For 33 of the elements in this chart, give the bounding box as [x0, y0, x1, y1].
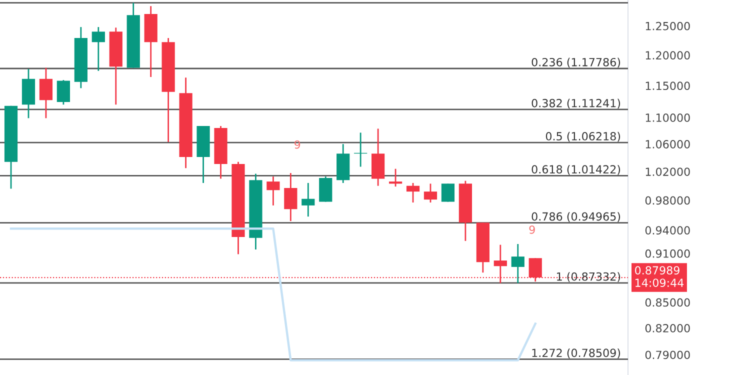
y-tick-label: 0.85000	[645, 298, 690, 307]
y-tick-label: 1.25000	[646, 22, 690, 30]
y-tick-label: 1.20000	[646, 51, 690, 60]
ref-line-label: 1.272 (0.78509)	[532, 348, 620, 358]
candlestick	[319, 176, 332, 202]
candlestick	[424, 182, 438, 204]
candlestick	[441, 182, 455, 202]
candlestick	[266, 176, 280, 206]
candlestick	[56, 79, 70, 106]
y-tick-label: 1.15000	[646, 82, 690, 90]
candlestick	[92, 26, 105, 72]
y-tick-label: 0.94000	[645, 226, 690, 235]
y-tick-label: 0.91000	[645, 249, 690, 258]
candlestick	[284, 172, 298, 222]
y-tick-label: 1.06000	[646, 140, 690, 148]
y-tick-label: 1.10000	[646, 113, 690, 122]
ref-line-label: 1 (0.87332)	[557, 272, 620, 282]
candlestick	[388, 168, 402, 188]
y-tick-label: 0.98000	[645, 196, 690, 205]
y-tick-label: 0.79000	[645, 350, 690, 360]
y-tick-label: 1.02000	[646, 168, 690, 176]
candlestick	[511, 243, 524, 284]
ref-line-label: 0.5 (1.06218)	[546, 132, 620, 142]
candlestick	[406, 182, 420, 204]
ref-line-label: 0.236 (1.17786)	[532, 58, 620, 68]
ref-line-label: 0.618 (1.01422)	[532, 164, 620, 175]
ref-line-label: 0.382 (1.11241)	[532, 98, 620, 109]
annotation: 9	[529, 225, 535, 234]
ref-line-label: 0.87989 14:09:44	[635, 266, 684, 287]
y-tick-label: 0.82000	[645, 324, 690, 332]
candlestick	[39, 67, 53, 119]
ref-line-label: 0.786 (0.94965)	[532, 212, 620, 222]
candlestick	[302, 182, 315, 218]
